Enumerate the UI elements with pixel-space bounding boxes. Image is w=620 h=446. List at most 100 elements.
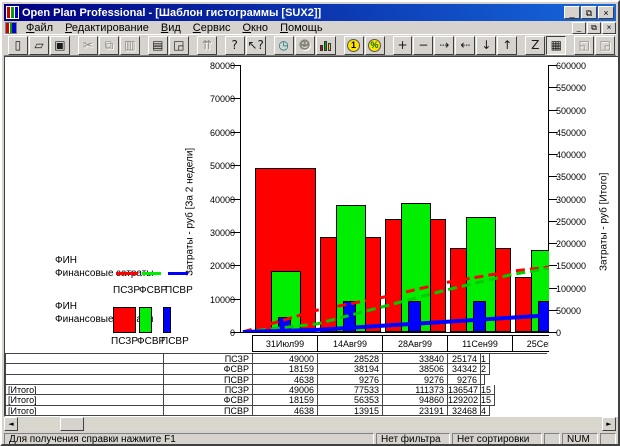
legend-lines-title: ФИН [55,255,78,266]
open-file-button[interactable]: ▱ [28,35,49,55]
next-link-icon: ⇢ [439,38,450,52]
right-axis-tick [549,109,557,111]
context-help-button[interactable]: ↖? [245,35,266,55]
help-button[interactable]: ? [224,35,245,55]
next-link-button[interactable]: ⇢ [434,35,455,55]
menu-item-0[interactable]: Файл [26,21,54,34]
child-restore-button[interactable]: ⧉ [587,21,601,34]
menu-item-2[interactable]: Вид [160,21,181,34]
menu-items: Файл Редактирование Вид Сервис Окно Помощь [21,22,570,34]
right-axis-tick-label: 100000 [556,283,587,294]
right-axis-tick [549,65,557,66]
menu-item-5[interactable]: Помощь [280,21,323,34]
import-button[interactable]: ⇈ [196,35,217,55]
menu-item-1[interactable]: Редактирование [65,21,149,34]
percent-view-button[interactable]: % [364,35,385,55]
print-preview-icon: ◲ [173,38,185,52]
table-cell-value-0: 4638 [253,374,318,385]
open-file-icon: ▱ [34,38,44,52]
legend-bar-label-2: ПСВР [161,336,189,347]
document-icon[interactable] [5,21,17,34]
legend-bars-subtitle: Финансовые затраты [55,314,154,325]
legend-line-swatch-псзр [116,272,138,275]
right-axis-tick [549,198,557,200]
left-axis-tick [231,98,240,100]
menu-bar: Файл Редактирование Вид Сервис Окно Помощь _ ⧉… [4,21,616,34]
left-axis-tick [231,265,240,267]
copy-button[interactable]: ⧉ [98,35,119,55]
histogram-view-icon [320,39,332,51]
right-axis-tick-label: 400000 [556,150,587,160]
print-button[interactable]: ▤ [147,35,168,55]
save-button[interactable]: ▣ [49,35,70,55]
grid-view-button[interactable]: ▦ [546,35,567,55]
table-cell-value-1: 38194 [318,364,383,375]
scrollbar-thumb[interactable] [60,417,84,431]
table-cell-value-1: 77533 [318,384,383,396]
zigzag-view-button[interactable]: Z [525,35,546,55]
status-num-indicator: NUM [562,433,598,444]
window-tile-button[interactable]: ◱ [574,35,595,55]
table-row-5: [Итого] ПСВР 4638 13915 23191 32468 4 [6,405,547,416]
table-cell-value-0: 4638 [253,405,318,416]
table-cell-series: ПСВР [164,374,253,385]
prev-link-button[interactable]: ⇠ [455,35,476,55]
right-axis-tick-label: 300000 [556,194,587,205]
table-row-1: ФСВР 18159 38194 38506 34342 2 [6,364,547,375]
table-cell-value-0: 49006 [253,384,318,396]
table-cell-value-3: 9276 [448,374,481,385]
minimize-button[interactable]: _ [564,6,580,19]
time-analysis-button[interactable]: ◷ [273,35,294,55]
left-axis-tick [231,231,240,233]
table-cell-group: [Итого] [6,405,164,416]
add-row-button[interactable]: + [392,35,413,55]
remove-row-button[interactable]: − [413,35,434,55]
left-axis-tick [231,198,240,200]
cost-view-button[interactable]: 1 [343,35,364,55]
legend-bar-label-1: ФСВР [137,336,166,347]
right-axis-tick [549,287,557,289]
x-axis-label-1: 14Авг99 [317,335,383,352]
table-cell-group [6,374,164,385]
app-icon[interactable] [6,6,19,19]
zigzag-view-icon: Z [531,38,540,52]
table-cell-value-4: 15 [481,384,496,396]
menu-item-4[interactable]: Окно [242,21,269,34]
left-axis-tick-label: 80000 [209,61,235,71]
scroll-left-button[interactable]: ◄ [4,417,18,431]
cut-button[interactable]: ✂ [77,35,98,55]
table-cell-value-2: 23191 [383,405,448,416]
right-axis-title: Затраты - руб [Итого] [598,172,610,272]
right-axis-tick-label: 600000 [556,61,587,71]
paste-button[interactable]: ▥ [119,35,140,55]
new-document-button[interactable]: ▯ [8,35,28,55]
close-button[interactable]: × [598,6,614,19]
print-preview-button[interactable]: ◲ [168,35,189,55]
resource-analysis-button[interactable]: ☻ [294,35,315,55]
table-cell-series: ПСЗР [164,354,253,365]
move-up-button[interactable]: ↑ [497,35,518,55]
window-cascade-icon: ◲ [599,38,611,52]
move-down-button[interactable]: ↓ [476,35,497,55]
table-cell-value-2: 111373 [383,384,448,396]
menu-item-3[interactable]: Сервис [192,21,231,34]
child-close-button[interactable]: × [602,21,616,34]
window-cascade-button[interactable]: ◲ [595,35,616,55]
table-cell-group [6,354,164,365]
scroll-right-button[interactable]: ► [602,417,616,431]
table-cell-value-2: 38506 [383,364,448,375]
histogram-view-button[interactable] [315,35,336,55]
restore-button[interactable]: ⧉ [581,6,597,19]
grid-view-icon: ▦ [550,38,562,52]
table-cell-value-1: 9276 [318,374,383,385]
right-axis-tick-label: 550000 [556,83,587,94]
left-axis-line [240,65,241,333]
cost-view-icon: 1 [347,38,361,52]
scrollbar-track[interactable] [18,417,602,431]
cumulative-lines-layer [242,265,549,332]
child-minimize-button[interactable]: _ [572,21,586,34]
table-cell-value-3: 129202 [448,395,481,406]
right-axis-line [548,65,549,333]
table-cell-series: ПСЗР [164,384,253,396]
